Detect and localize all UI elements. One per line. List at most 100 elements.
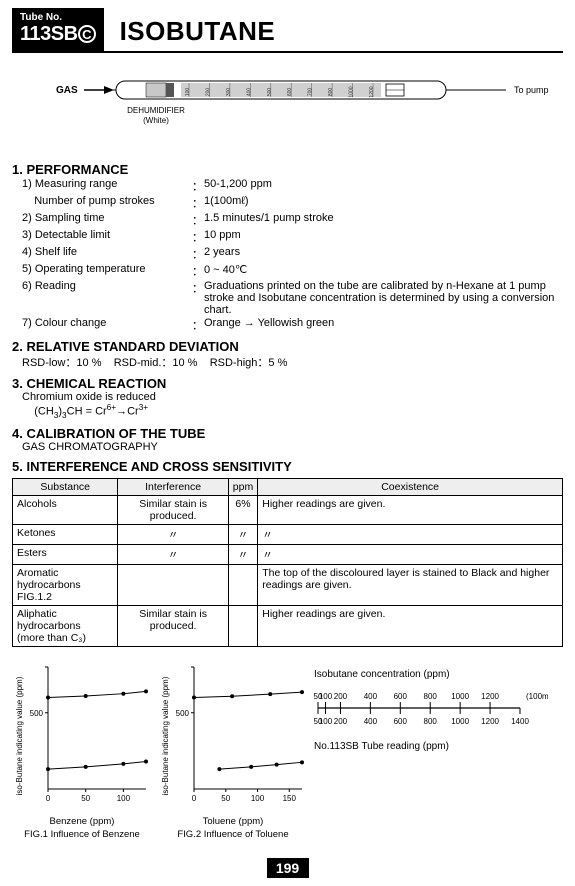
svg-text:500: 500 — [176, 709, 190, 718]
table-cell: The top of the discoloured layer is stai… — [258, 564, 563, 605]
svg-text:0: 0 — [46, 794, 51, 803]
svg-text:50: 50 — [81, 794, 90, 803]
section-heading: 2. RELATIVE STANDARD DEVIATION — [12, 339, 563, 354]
svg-text:600: 600 — [287, 88, 293, 97]
perf-label: 1) Measuring range — [22, 178, 192, 194]
page-number: 199 — [267, 858, 309, 878]
table-cell — [118, 564, 228, 605]
svg-text:700: 700 — [308, 88, 314, 97]
perf-row: 7) Colour change：Orange → Yellowish gree… — [22, 317, 563, 333]
table-header: Interference — [118, 478, 228, 495]
svg-text:To pump: To pump — [514, 85, 549, 95]
table-cell — [228, 564, 257, 605]
perf-value: 2 years — [204, 246, 563, 262]
perf-value: Graduations printed on the tube are cali… — [204, 280, 563, 316]
perf-row: 1) Measuring range：50-1,200 ppm — [22, 178, 563, 194]
svg-text:(White): (White) — [143, 116, 169, 125]
svg-text:600: 600 — [394, 717, 408, 726]
svg-text:200: 200 — [334, 717, 348, 726]
fig2-title: FIG.2 Influence of Toluene — [158, 829, 308, 840]
svg-text:DEHUMIDIFIER: DEHUMIDIFIER — [127, 106, 185, 115]
table-cell: 6% — [228, 495, 257, 524]
chart-fig2: 500050100150iso-Butane indicating value … — [158, 661, 308, 840]
table-cell: 〃 — [258, 524, 563, 544]
table-row: Aromatic hydrocarbons FIG.1.2The top of … — [13, 564, 563, 605]
perf-label: 6) Reading — [22, 280, 192, 316]
tube-svg: GAS10020030040050060070080010001200To pu… — [16, 75, 556, 135]
table-cell: 〃 — [258, 544, 563, 564]
fig1-svg: 500050100iso-Butane indicating value (pp… — [12, 661, 152, 811]
svg-text:1000: 1000 — [451, 692, 469, 701]
svg-text:300: 300 — [226, 88, 232, 97]
perf-value: 10 ppm — [204, 229, 563, 245]
section-heading: 3. CHEMICAL REACTION — [12, 376, 563, 391]
perf-label: 7) Colour change — [22, 317, 192, 333]
perf-label: 4) Shelf life — [22, 246, 192, 262]
section-rsd: 2. RELATIVE STANDARD DEVIATION RSD-low：1… — [12, 339, 563, 370]
perf-label: 2) Sampling time — [22, 212, 192, 228]
page-title: ISOBUTANE — [104, 8, 276, 51]
perf-value: Orange → Yellowish green — [204, 317, 563, 333]
perf-value: 0 ~ 40℃ — [204, 263, 563, 279]
table-header: Substance — [13, 478, 118, 495]
perf-value: 50-1,200 ppm — [204, 178, 563, 194]
table-row: Esters〃〃〃 — [13, 544, 563, 564]
calib-line: GAS CHROMATOGRAPHY — [22, 441, 563, 453]
perf-row: Number of pump strokes：1(100mℓ) — [22, 195, 563, 211]
section-heading: 5. INTERFERENCE AND CROSS SENSITIVITY — [12, 459, 563, 474]
svg-text:1000: 1000 — [451, 717, 469, 726]
conversion-scale: Isobutane concentration (ppm) 5010020040… — [314, 661, 548, 840]
fig2-svg: 500050100150iso-Butane indicating value … — [158, 661, 308, 811]
section-interference: 5. INTERFERENCE AND CROSS SENSITIVITY Su… — [12, 459, 563, 647]
table-cell: 〃 — [228, 544, 257, 564]
perf-label: Number of pump strokes — [22, 195, 192, 211]
svg-text:iso-Butane indicating value (p: iso-Butane indicating value (ppm) — [15, 676, 24, 795]
svg-text:100: 100 — [319, 692, 333, 701]
perf-row: 3) Detectable limit：10 ppm — [22, 229, 563, 245]
svg-text:200: 200 — [205, 88, 211, 97]
svg-text:1000: 1000 — [349, 86, 355, 97]
table-cell: Higher readings are given. — [258, 605, 563, 646]
rsd-line: RSD-low：10 % RSD-mid.：10 % RSD-high：5 % — [22, 354, 563, 370]
svg-text:400: 400 — [364, 717, 378, 726]
svg-text:GAS: GAS — [56, 85, 78, 96]
table-cell: 〃 — [228, 524, 257, 544]
svg-text:1200: 1200 — [369, 86, 375, 97]
svg-text:1200: 1200 — [481, 717, 499, 726]
perf-label: 3) Detectable limit — [22, 229, 192, 245]
svg-text:150: 150 — [283, 794, 297, 803]
svg-text:800: 800 — [424, 692, 438, 701]
svg-text:200: 200 — [334, 692, 348, 701]
fig2-xlabel: Toluene (ppm) — [158, 816, 308, 827]
fig1-title: FIG.1 Influence of Benzene — [12, 829, 152, 840]
svg-text:1400: 1400 — [511, 717, 529, 726]
table-cell: Similar stain is produced. — [118, 495, 228, 524]
conv-top-title: Isobutane concentration (ppm) — [314, 669, 548, 680]
table-cell: Alcohols — [13, 495, 118, 524]
table-header: ppm — [228, 478, 257, 495]
section-chemical-reaction: 3. CHEMICAL REACTION Chromium oxide is r… — [12, 376, 563, 420]
table-cell: 〃 — [118, 544, 228, 564]
perf-value: 1.5 minutes/1 pump stroke — [204, 212, 563, 228]
section-heading: 4. CALIBRATION OF THE TUBE — [12, 426, 563, 441]
table-cell: Aliphatic hydrocarbons (more than C₃) — [13, 605, 118, 646]
perf-row: 4) Shelf life：2 years — [22, 246, 563, 262]
svg-text:50: 50 — [221, 794, 230, 803]
perf-value: 1(100mℓ) — [204, 195, 563, 211]
svg-text:iso-Butane indicating value (p: iso-Butane indicating value (ppm) — [161, 676, 170, 795]
svg-text:800: 800 — [328, 88, 334, 97]
table-cell: Similar stain is produced. — [118, 605, 228, 646]
table-row: Ketones〃〃〃 — [13, 524, 563, 544]
svg-text:400: 400 — [364, 692, 378, 701]
perf-row: 5) Operating temperature：0 ~ 40℃ — [22, 263, 563, 279]
svg-text:500: 500 — [267, 88, 273, 97]
conv-bot-title: No.113SB Tube reading (ppm) — [314, 741, 548, 752]
perf-row: 2) Sampling time：1.5 minutes/1 pump stro… — [22, 212, 563, 228]
svg-text:100: 100 — [117, 794, 131, 803]
interference-table: SubstanceInterferenceppmCoexistence Alco… — [12, 478, 563, 647]
svg-text:600: 600 — [394, 692, 408, 701]
svg-text:100: 100 — [319, 717, 333, 726]
chart-fig1: 500050100iso-Butane indicating value (pp… — [12, 661, 152, 840]
svg-text:0: 0 — [192, 794, 197, 803]
table-cell — [228, 605, 257, 646]
